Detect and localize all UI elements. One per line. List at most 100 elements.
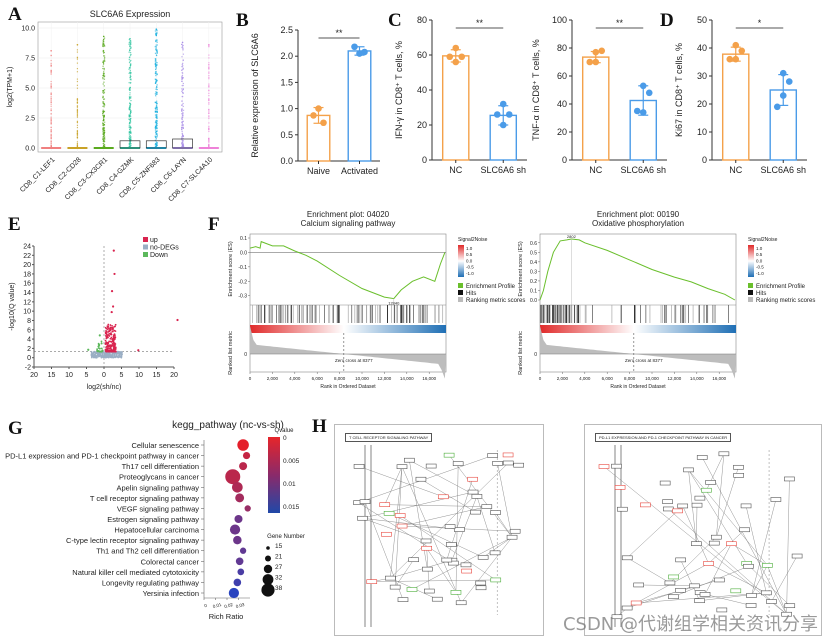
legend-label: Hits xyxy=(466,291,476,297)
data-point xyxy=(103,74,105,76)
data-point xyxy=(129,65,131,67)
data-point xyxy=(156,29,158,31)
data-point xyxy=(102,39,105,41)
data-point xyxy=(156,123,158,125)
gene-node xyxy=(406,587,418,592)
gene-node xyxy=(460,562,472,568)
data-point xyxy=(104,60,106,62)
interaction-edge xyxy=(400,515,496,581)
data-point xyxy=(156,125,158,127)
pathway-label: Apelin signaling pathway xyxy=(116,483,199,492)
y-tick-label: 80 xyxy=(557,43,567,53)
data-point xyxy=(76,71,79,73)
colorbar-tick-label: 0 xyxy=(283,435,287,442)
gene-node xyxy=(415,476,427,482)
down-point xyxy=(97,343,100,346)
data-point xyxy=(128,134,130,136)
nodeg-point xyxy=(118,351,121,353)
nodeg-point xyxy=(91,353,94,356)
data-point xyxy=(50,131,52,133)
gene-node xyxy=(784,476,795,482)
data-point xyxy=(129,56,131,58)
x-tick-label: 15 xyxy=(153,372,161,379)
y-axis-label-2: Ranked list metric xyxy=(518,331,524,375)
data-point xyxy=(208,78,210,80)
data-point xyxy=(208,146,210,148)
y-tick-label: 24 xyxy=(23,244,31,251)
data-point xyxy=(156,62,158,64)
data-point xyxy=(50,142,52,144)
data-point xyxy=(208,111,210,113)
data-point xyxy=(129,104,132,106)
nodeg-point xyxy=(100,354,103,357)
data-point xyxy=(156,44,158,46)
data-point xyxy=(155,128,157,130)
data-point xyxy=(103,91,106,93)
panel-label-f: F xyxy=(208,214,220,235)
up-point xyxy=(110,333,113,336)
data-point xyxy=(76,113,79,115)
y-axis-label-2: Ranked list metric xyxy=(228,331,234,375)
data-point xyxy=(129,88,131,90)
data-point xyxy=(128,140,131,142)
interaction-edge xyxy=(704,594,752,606)
data-point xyxy=(779,92,787,99)
gene-node xyxy=(443,452,455,458)
data-point xyxy=(76,57,79,59)
gene-node xyxy=(621,555,633,561)
data-point xyxy=(102,114,104,117)
data-point xyxy=(104,136,106,138)
gene-node xyxy=(640,502,651,508)
gene-node xyxy=(506,534,518,540)
data-point xyxy=(208,122,210,124)
colorbar-tick-label: 0.5 xyxy=(466,252,473,257)
y-tick-label: 0.0 xyxy=(25,146,35,153)
gene-node xyxy=(492,461,503,466)
data-point xyxy=(50,85,52,87)
gene-node xyxy=(424,588,435,594)
data-point xyxy=(50,136,52,139)
data-point xyxy=(181,116,183,118)
data-point xyxy=(156,52,158,54)
plot-frame xyxy=(539,233,737,373)
gene-node xyxy=(448,560,459,566)
interaction-edge xyxy=(688,469,768,566)
data-point xyxy=(76,121,79,123)
data-point xyxy=(181,104,183,106)
data-point xyxy=(156,86,158,88)
data-point xyxy=(155,73,157,75)
data-point xyxy=(208,72,210,74)
data-point xyxy=(102,137,104,139)
data-point xyxy=(208,117,210,120)
data-point xyxy=(129,115,131,117)
data-point xyxy=(155,80,157,82)
data-point xyxy=(76,136,79,138)
data-point xyxy=(181,74,184,77)
gene-node xyxy=(611,614,623,620)
up-point xyxy=(111,324,113,327)
gene-node xyxy=(739,527,750,533)
x-tick-label: 5 xyxy=(85,372,89,379)
gene-node xyxy=(357,515,368,521)
gene-node xyxy=(791,553,803,559)
gene-node xyxy=(454,527,465,532)
x-tick-label: 0 xyxy=(249,376,252,381)
data-point xyxy=(130,126,132,129)
interaction-edge xyxy=(751,565,768,596)
chart-subtitle: Oxidative phosphorylation xyxy=(592,219,684,228)
chart-title: SLC6A6 Expression xyxy=(90,9,171,19)
gene-node xyxy=(445,542,457,547)
nodeg-point xyxy=(118,352,121,355)
data-point xyxy=(103,98,106,100)
data-point xyxy=(128,88,130,91)
data-point xyxy=(361,48,368,56)
nodeg-point xyxy=(120,354,123,357)
gene-node xyxy=(663,506,674,512)
interaction-edge xyxy=(409,460,428,570)
data-point xyxy=(156,32,158,34)
legend-label: Down xyxy=(150,252,168,259)
interaction-edge xyxy=(461,537,513,603)
data-point xyxy=(155,87,157,89)
gene-node xyxy=(366,579,378,584)
data-point xyxy=(154,135,156,137)
